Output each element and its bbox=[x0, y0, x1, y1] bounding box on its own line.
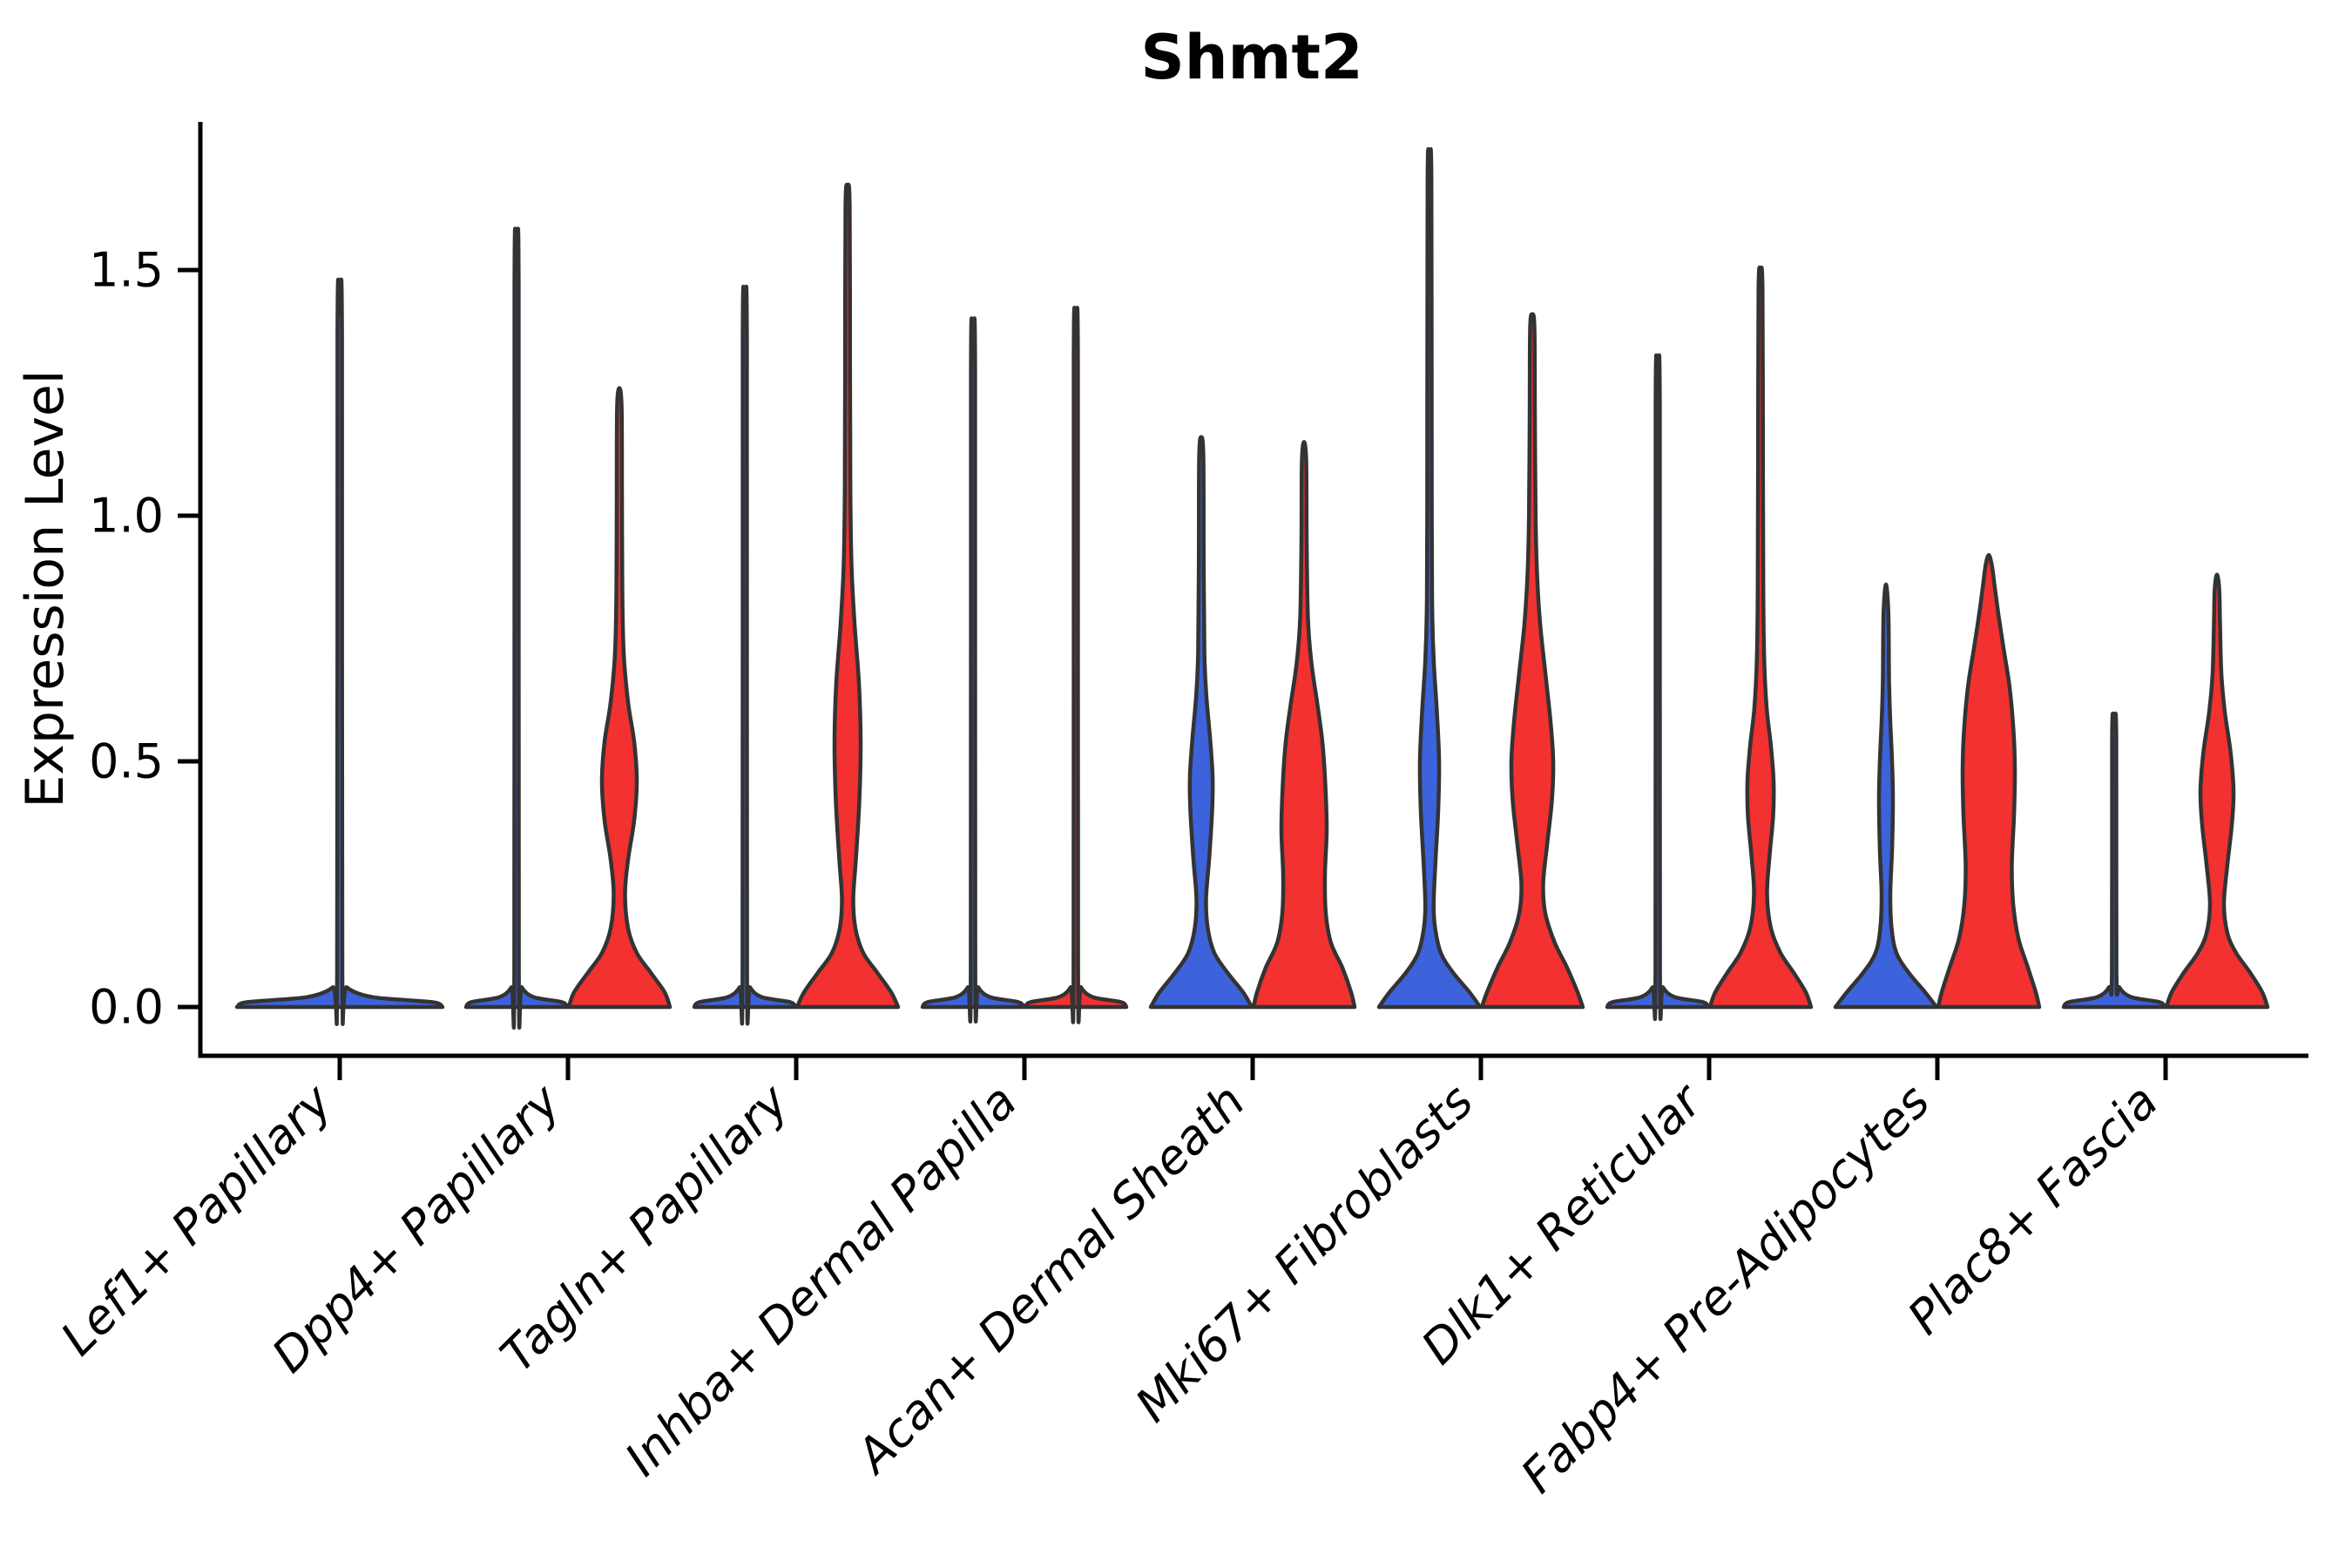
violin-4-blue bbox=[920, 316, 1026, 1024]
y-axis-label: Expression Level bbox=[15, 369, 76, 808]
violin-5-red bbox=[1251, 440, 1357, 1010]
violin-9-blue bbox=[2061, 711, 2167, 1010]
violin-1-blue bbox=[234, 277, 445, 1026]
violin-2-red bbox=[566, 386, 672, 1010]
plot-title: Shmt2 bbox=[1140, 22, 1362, 93]
violin-3-red bbox=[794, 182, 901, 1010]
y-tick-label: 1.5 bbox=[89, 243, 164, 298]
x-tick-label-5: Acan+ Dermal Sheath bbox=[844, 1074, 1255, 1485]
violin-2-blue bbox=[463, 226, 570, 1031]
violin-5-blue bbox=[1148, 435, 1254, 1010]
y-tick-label: 0.5 bbox=[89, 734, 164, 789]
axes bbox=[178, 122, 2308, 1080]
violins bbox=[234, 147, 2270, 1031]
violin-4-red bbox=[1023, 306, 1129, 1024]
y-tick-label: 0.0 bbox=[89, 980, 164, 1035]
x-tick-label-8: Fabp4+ Pre-Adipocytes bbox=[1511, 1074, 1940, 1504]
x-tick-label-4: Inhba+ Dermal Papilla bbox=[614, 1074, 1027, 1487]
y-tick-label: 1.0 bbox=[89, 489, 164, 544]
y-tick-labels: 0.0 0.5 1.0 1.5 bbox=[89, 243, 164, 1035]
violin-6-red bbox=[1479, 312, 1585, 1010]
violin-7-blue bbox=[1605, 353, 1711, 1021]
violin-6-blue bbox=[1376, 147, 1483, 1010]
violin-7-red bbox=[1707, 265, 1814, 1010]
violin-8-blue bbox=[1833, 582, 1939, 1010]
violin-9-red bbox=[2164, 572, 2270, 1010]
violin-3-blue bbox=[692, 284, 798, 1026]
violin-8-red bbox=[1936, 552, 2042, 1010]
